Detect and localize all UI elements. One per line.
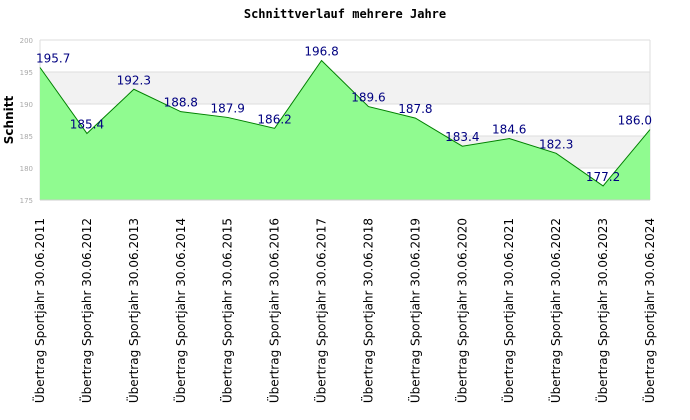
data-label: 183.4 — [445, 130, 479, 144]
x-tick-label: Übertrag Sportjahr 30.06.2014 — [172, 218, 188, 403]
x-axis-tick-labels: Übertrag Sportjahr 30.06.2011 Übertrag Sp… — [31, 218, 657, 403]
x-tick-label: Übertrag Sportjahr 30.06.2023 — [594, 218, 610, 403]
x-tick-label: Übertrag Sportjahr 30.06.2022 — [547, 218, 563, 403]
x-tick-label: Übertrag Sportjahr 30.06.2024 — [641, 218, 657, 403]
data-label: 192.3 — [117, 73, 151, 87]
data-label: 188.8 — [164, 96, 198, 110]
y-tick-label: 185 — [20, 133, 33, 141]
y-tick-label: 190 — [20, 101, 33, 109]
x-tick-label: Übertrag Sportjahr 30.06.2015 — [219, 218, 235, 403]
series-line — [39, 59, 651, 187]
data-label: 185.4 — [70, 117, 104, 131]
series-area — [40, 60, 650, 201]
grid-band — [40, 40, 650, 72]
x-tick-label: Übertrag Sportjahr 30.06.2017 — [313, 218, 329, 403]
data-label: 177.2 — [586, 170, 620, 184]
data-label: 189.6 — [351, 91, 385, 105]
x-tick-label: Übertrag Sportjahr 30.06.2012 — [78, 218, 94, 403]
data-labels: 195.7 185.4 192.3 188.8 187.9 186.2 196.8 189.6… — [36, 44, 652, 183]
y-tick-label: 195 — [20, 69, 33, 77]
x-tick-label: Übertrag Sportjahr 30.06.2021 — [500, 218, 516, 403]
x-tick-label: Übertrag Sportjahr 30.06.2018 — [359, 218, 375, 403]
data-label: 186.0 — [618, 114, 652, 128]
data-label: 196.8 — [304, 44, 338, 58]
data-label: 182.3 — [539, 137, 573, 151]
y-axis-ticks: 175 180 185 190 195 200 — [20, 37, 33, 205]
y-tick-label: 175 — [20, 197, 33, 205]
x-tick-label: Übertrag Sportjahr 30.06.2019 — [406, 218, 422, 403]
chart-title: Schnittverlauf mehrere Jahre — [244, 7, 446, 21]
data-label: 186.2 — [257, 112, 291, 126]
data-label: 187.9 — [211, 101, 245, 115]
data-label: 187.8 — [398, 102, 432, 116]
y-tick-label: 200 — [20, 37, 33, 45]
y-tick-label: 180 — [20, 165, 33, 173]
data-label: 195.7 — [36, 52, 70, 66]
x-tick-label: Übertrag Sportjahr 30.06.2020 — [453, 218, 469, 403]
y-axis-label: Schnitt — [2, 96, 16, 145]
data-label: 184.6 — [492, 123, 526, 137]
x-tick-label: Übertrag Sportjahr 30.06.2011 — [31, 218, 47, 403]
x-tick-label: Übertrag Sportjahr 30.06.2016 — [266, 218, 282, 403]
x-tick-label: Übertrag Sportjahr 30.06.2013 — [125, 218, 141, 403]
